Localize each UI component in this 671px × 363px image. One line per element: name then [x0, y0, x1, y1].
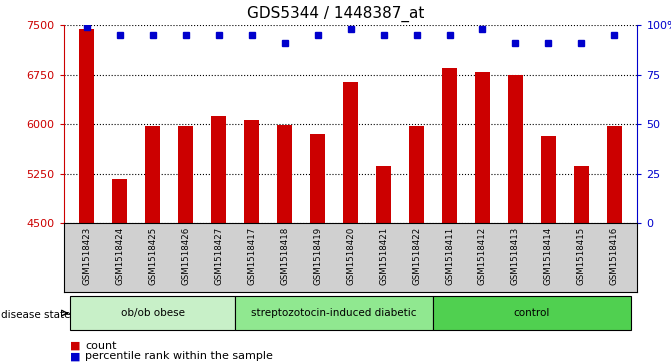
Bar — [607, 126, 622, 223]
Text: ob/ob obese: ob/ob obese — [121, 308, 185, 318]
Bar — [376, 166, 391, 223]
Bar — [236, 296, 433, 330]
Text: ■: ■ — [70, 351, 81, 362]
Text: GSM1518417: GSM1518417 — [247, 227, 256, 285]
Text: GSM1518423: GSM1518423 — [83, 227, 91, 285]
Text: GSM1518411: GSM1518411 — [445, 227, 454, 285]
Bar — [475, 72, 490, 223]
Text: disease state: disease state — [1, 310, 71, 320]
Text: GDS5344 / 1448387_at: GDS5344 / 1448387_at — [247, 5, 424, 22]
Text: percentile rank within the sample: percentile rank within the sample — [85, 351, 273, 362]
Bar — [574, 166, 589, 223]
Bar — [442, 68, 457, 223]
Bar — [409, 126, 424, 223]
Bar — [146, 126, 160, 223]
Text: count: count — [85, 340, 117, 351]
Text: GSM1518425: GSM1518425 — [148, 227, 157, 285]
Bar — [70, 296, 236, 330]
Text: GSM1518412: GSM1518412 — [478, 227, 487, 285]
Text: GSM1518426: GSM1518426 — [181, 227, 191, 285]
Bar — [244, 121, 259, 223]
Text: GSM1518420: GSM1518420 — [346, 227, 355, 285]
Text: GSM1518415: GSM1518415 — [577, 227, 586, 285]
Text: GSM1518419: GSM1518419 — [313, 227, 322, 285]
Text: streptozotocin-induced diabetic: streptozotocin-induced diabetic — [252, 308, 417, 318]
Text: GSM1518413: GSM1518413 — [511, 227, 520, 285]
Text: control: control — [514, 308, 550, 318]
Bar — [112, 179, 127, 223]
Bar — [343, 82, 358, 223]
Text: GSM1518421: GSM1518421 — [379, 227, 388, 285]
Bar — [508, 75, 523, 223]
Text: ■: ■ — [70, 340, 81, 351]
Bar — [178, 126, 193, 223]
Text: GSM1518424: GSM1518424 — [115, 227, 124, 285]
Bar — [541, 136, 556, 223]
Text: GSM1518416: GSM1518416 — [610, 227, 619, 285]
Bar — [211, 117, 226, 223]
Bar — [79, 29, 94, 223]
Text: GSM1518418: GSM1518418 — [280, 227, 289, 285]
Bar — [433, 296, 631, 330]
Bar — [310, 134, 325, 223]
Text: GSM1518414: GSM1518414 — [544, 227, 553, 285]
Text: GSM1518427: GSM1518427 — [214, 227, 223, 285]
Text: GSM1518422: GSM1518422 — [412, 227, 421, 285]
Bar — [277, 125, 292, 223]
